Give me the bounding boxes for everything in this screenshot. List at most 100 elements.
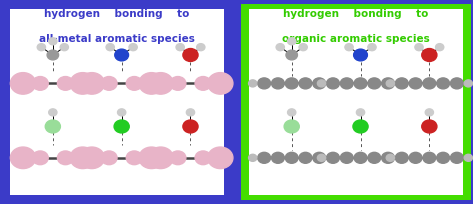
Circle shape — [70, 73, 95, 94]
Circle shape — [285, 78, 298, 89]
Circle shape — [436, 44, 444, 51]
Circle shape — [249, 80, 257, 87]
Circle shape — [326, 78, 340, 89]
Circle shape — [106, 44, 114, 51]
Circle shape — [382, 78, 394, 89]
Circle shape — [423, 78, 436, 89]
Circle shape — [354, 49, 368, 61]
Text: all-metal aromatic species: all-metal aromatic species — [39, 34, 195, 44]
Circle shape — [186, 109, 194, 116]
Circle shape — [299, 78, 312, 89]
Circle shape — [101, 76, 117, 90]
Circle shape — [437, 78, 449, 89]
Circle shape — [409, 78, 422, 89]
Circle shape — [148, 147, 173, 169]
Circle shape — [60, 44, 69, 51]
Circle shape — [464, 154, 473, 161]
Circle shape — [249, 154, 257, 161]
Circle shape — [272, 78, 284, 89]
Text: organic aromatic species: organic aromatic species — [282, 34, 430, 44]
Circle shape — [395, 152, 408, 163]
Circle shape — [126, 151, 142, 165]
Circle shape — [368, 152, 381, 163]
Circle shape — [450, 152, 463, 163]
Circle shape — [57, 76, 73, 90]
Circle shape — [423, 152, 436, 163]
FancyBboxPatch shape — [2, 4, 232, 200]
Circle shape — [299, 152, 312, 163]
Circle shape — [10, 73, 35, 94]
Circle shape — [272, 152, 284, 163]
Circle shape — [32, 151, 48, 165]
Circle shape — [37, 44, 45, 51]
Circle shape — [341, 152, 353, 163]
Circle shape — [409, 152, 422, 163]
Circle shape — [353, 120, 368, 133]
Circle shape — [49, 38, 57, 45]
Circle shape — [368, 78, 381, 89]
Circle shape — [176, 44, 184, 51]
Circle shape — [70, 147, 95, 169]
Circle shape — [195, 151, 211, 165]
Circle shape — [425, 109, 433, 116]
Text: hydrogen    bonding    to: hydrogen bonding to — [44, 9, 190, 19]
Circle shape — [395, 78, 408, 89]
Circle shape — [326, 154, 335, 161]
Circle shape — [170, 76, 186, 90]
Circle shape — [197, 44, 205, 51]
Circle shape — [356, 109, 365, 116]
Circle shape — [45, 120, 61, 133]
Circle shape — [114, 120, 129, 133]
Circle shape — [148, 73, 173, 94]
FancyBboxPatch shape — [249, 9, 463, 195]
Circle shape — [286, 50, 298, 60]
Circle shape — [208, 147, 233, 169]
Circle shape — [208, 73, 233, 94]
Circle shape — [395, 80, 403, 87]
Circle shape — [395, 154, 403, 161]
Circle shape — [57, 151, 73, 165]
Circle shape — [450, 78, 463, 89]
Circle shape — [126, 76, 142, 90]
Circle shape — [183, 120, 198, 133]
Circle shape — [115, 49, 129, 61]
Circle shape — [117, 109, 126, 116]
Circle shape — [313, 78, 325, 89]
Text: hydrogen    bonding    to: hydrogen bonding to — [283, 9, 429, 19]
Circle shape — [183, 49, 198, 61]
Circle shape — [299, 44, 307, 51]
Circle shape — [326, 80, 335, 87]
Circle shape — [415, 44, 423, 51]
Circle shape — [386, 154, 394, 161]
Circle shape — [170, 151, 186, 165]
Circle shape — [79, 73, 105, 94]
Circle shape — [258, 152, 271, 163]
Circle shape — [368, 44, 376, 51]
Circle shape — [284, 120, 299, 133]
Circle shape — [139, 147, 164, 169]
Circle shape — [437, 152, 449, 163]
Circle shape — [139, 73, 164, 94]
Circle shape — [10, 147, 35, 169]
Circle shape — [47, 50, 59, 60]
Circle shape — [32, 76, 48, 90]
Circle shape — [354, 78, 367, 89]
Circle shape — [258, 78, 271, 89]
Circle shape — [422, 120, 437, 133]
Circle shape — [313, 152, 325, 163]
FancyBboxPatch shape — [10, 9, 224, 195]
Circle shape — [386, 80, 394, 87]
Circle shape — [326, 152, 340, 163]
Circle shape — [341, 78, 353, 89]
Circle shape — [317, 80, 325, 87]
Circle shape — [317, 154, 325, 161]
Circle shape — [345, 44, 353, 51]
Circle shape — [285, 152, 298, 163]
Circle shape — [276, 44, 284, 51]
Circle shape — [129, 44, 137, 51]
Circle shape — [49, 109, 57, 116]
Circle shape — [422, 49, 437, 61]
Circle shape — [464, 80, 473, 87]
Circle shape — [354, 152, 367, 163]
Circle shape — [195, 76, 211, 90]
